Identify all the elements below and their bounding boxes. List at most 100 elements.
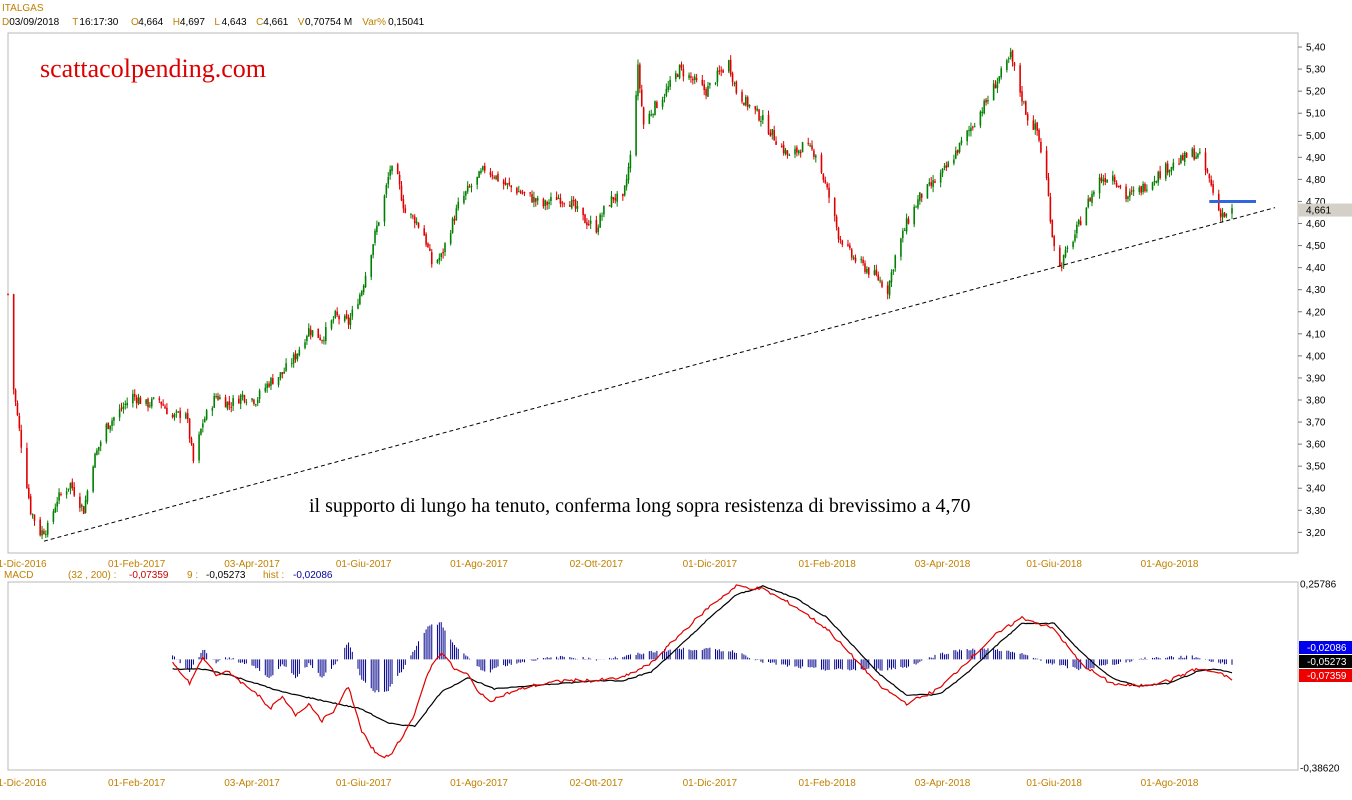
candle-body <box>941 168 944 174</box>
candle-body <box>998 76 1001 82</box>
candle-body <box>1159 171 1161 179</box>
candle-body <box>1007 58 1010 60</box>
candle-body <box>243 395 246 402</box>
candle-body <box>343 315 346 321</box>
candle-body <box>695 78 698 81</box>
candle-body <box>775 141 777 145</box>
candle-body <box>850 249 853 258</box>
macd-value-badge-label: -0,07359 <box>1307 671 1347 682</box>
candle-body <box>160 401 163 405</box>
candle-body <box>7 293 9 295</box>
candle-body <box>493 177 495 179</box>
candle-body <box>693 76 696 80</box>
candle-body <box>82 506 85 514</box>
candle-body <box>29 496 32 514</box>
candle-body <box>692 79 694 81</box>
candle-body <box>769 132 772 137</box>
candle-body <box>166 407 168 415</box>
candle-body <box>1112 175 1114 181</box>
candle-body <box>71 481 74 489</box>
candle-body <box>495 175 497 180</box>
candle-body <box>529 192 531 194</box>
candle-body <box>41 530 43 536</box>
candle-body <box>688 75 690 78</box>
candle-body <box>813 150 815 157</box>
candle-body <box>205 410 208 420</box>
candle-body <box>903 229 906 231</box>
header-field-value: 0,70754 M <box>305 17 352 28</box>
candle-body <box>39 519 41 536</box>
candle-body <box>198 434 200 461</box>
candle-body <box>31 514 34 516</box>
candle-body <box>145 399 147 404</box>
candle-body <box>972 126 974 128</box>
candle-body <box>828 187 830 198</box>
candle-body <box>109 425 111 430</box>
candle-body <box>391 165 393 172</box>
candle-body <box>822 173 825 180</box>
candle-body <box>338 316 340 320</box>
candle-body <box>745 96 747 106</box>
candle-body <box>1053 236 1055 247</box>
candle-body <box>52 511 55 522</box>
candle-body <box>98 446 100 451</box>
candle-body <box>877 274 880 281</box>
candle-body <box>788 154 791 156</box>
candle-body <box>849 245 851 249</box>
candle-body <box>321 340 323 342</box>
candle-body <box>192 443 195 462</box>
last-price-value: 4,661 <box>1306 206 1331 217</box>
candle-body <box>586 222 588 226</box>
candle-body <box>1000 68 1002 78</box>
candle-body <box>614 198 617 201</box>
candle-body <box>720 70 723 72</box>
candle-body <box>582 207 584 216</box>
candle-body <box>1178 163 1180 165</box>
candle-body <box>311 330 314 337</box>
candle-body <box>1142 183 1144 192</box>
candle-body <box>470 186 473 188</box>
candle-body <box>213 395 216 408</box>
y-tick-label: 3,50 <box>1306 462 1326 473</box>
candle-body <box>994 84 997 89</box>
candle-body <box>228 401 231 406</box>
candle-body <box>900 238 902 257</box>
candle-body <box>317 328 320 338</box>
candle-body <box>1221 213 1224 218</box>
candle-body <box>12 294 15 390</box>
candle-body <box>283 371 286 374</box>
candle-body <box>412 215 414 217</box>
candle-body <box>185 413 187 419</box>
candle-body <box>413 216 416 224</box>
candle-body <box>1225 213 1228 217</box>
candle-body <box>476 176 478 185</box>
candle-body <box>1119 185 1122 188</box>
candle-body <box>746 97 749 107</box>
candle-body <box>497 173 499 182</box>
candle-body <box>866 268 868 273</box>
candle-body <box>1212 184 1214 193</box>
header-field-label: O <box>131 17 139 28</box>
candle-body <box>555 196 558 201</box>
candle-body <box>292 354 295 364</box>
candle-body <box>985 99 987 103</box>
candle-body <box>1102 179 1105 182</box>
candle-body <box>786 150 789 155</box>
candle-body <box>907 219 910 224</box>
candle-body <box>796 147 798 153</box>
candle-body <box>1144 183 1146 192</box>
candle-body <box>504 182 507 185</box>
y-tick-label: 5,20 <box>1306 87 1326 98</box>
candle-body <box>1219 209 1222 217</box>
candle-body <box>642 107 645 125</box>
candle-body <box>517 191 520 193</box>
x-tick-label: 01-Giu-2017 <box>336 559 392 570</box>
candle-body <box>1132 190 1135 192</box>
candle-body <box>902 230 904 239</box>
candle-body <box>152 397 155 399</box>
candle-body <box>45 534 47 536</box>
candle-body <box>466 185 469 192</box>
candle-body <box>1066 247 1069 249</box>
header-field-value: 4,697 <box>180 17 205 28</box>
candle-body <box>536 197 539 201</box>
